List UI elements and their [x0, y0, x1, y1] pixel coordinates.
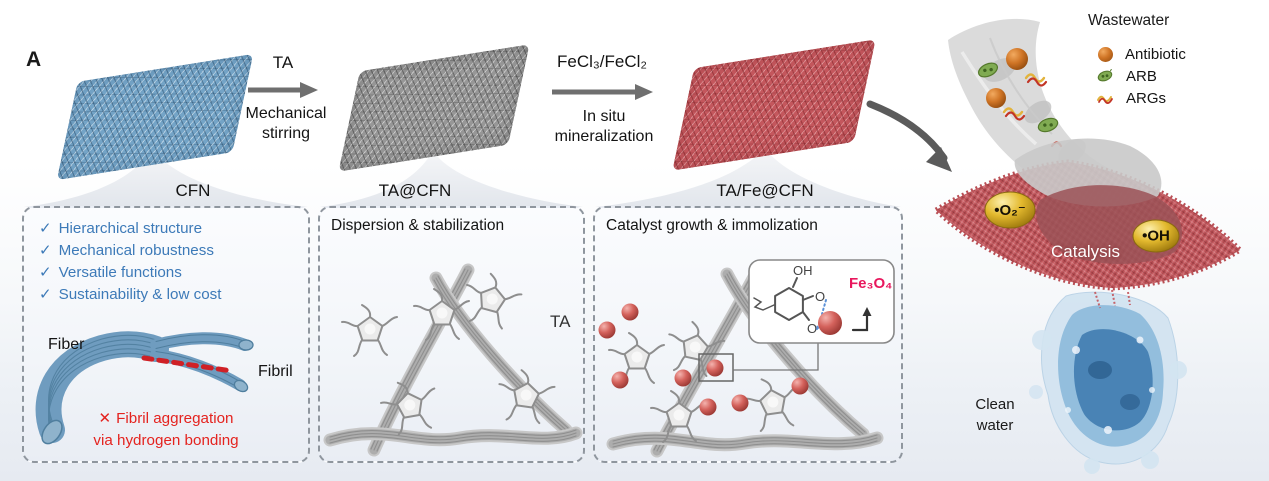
step1-condition: Mechanical stirring: [245, 105, 327, 142]
material-label-cfn: CFN: [175, 181, 211, 200]
antibiotic-sphere: [1006, 48, 1028, 70]
step2-condition: In situ mineralization: [554, 108, 654, 145]
funnel-shapes: [24, 148, 901, 207]
wastewater-title: Wastewater: [1088, 12, 1170, 29]
superoxide-sphere: [984, 191, 1036, 229]
ta-molecule: [498, 369, 556, 425]
step2-reagent: FeCl₃/FeCl₂: [556, 52, 648, 71]
arb-microbe: [1037, 117, 1059, 133]
inset-formula-label: Fe₃O₄: [849, 275, 892, 292]
feature-item: ✓ Versatile functions: [24, 262, 308, 284]
feature-item: ✓ Sustainability & low cost: [24, 284, 308, 306]
zoom-connector-line: [732, 342, 819, 371]
fibril-label: Fibril: [258, 363, 293, 380]
antibiotic-sphere: [986, 88, 1006, 108]
catalyst-box-title: Catalyst growth & immolization: [606, 217, 818, 234]
clean-water-label: Clean water: [975, 396, 1015, 434]
check-icon: ✓: [39, 242, 52, 259]
fiber-fibril-illustration: [35, 331, 254, 445]
fiber-label: Fiber: [48, 336, 85, 353]
clean-water-splash: [1029, 289, 1187, 474]
args-icon: [1097, 95, 1113, 104]
fe3o4-nanoparticles: [598, 303, 809, 416]
arb-icon: [1097, 69, 1113, 82]
ta-molecule: [380, 381, 436, 436]
superoxide-label: •O₂⁻: [994, 202, 1026, 219]
check-icon: ✓: [39, 264, 52, 281]
cfn-properties-box: ✓ Hierarchical structure ✓ Mechanical ro…: [22, 206, 310, 463]
ta-molecule: [466, 272, 523, 330]
hydroxyl-sphere: [1132, 219, 1180, 253]
panel-label: A: [26, 48, 42, 71]
feature-item: ✓ Mechanical robustness: [24, 240, 308, 262]
inset-oh-label: OH: [793, 263, 813, 278]
feature-item: ✓ Hierarchical structure: [24, 218, 308, 240]
zoom-region-box: [698, 353, 734, 382]
curved-arrow: [866, 100, 952, 172]
catalytic-membrane: [931, 138, 1244, 291]
ta-network-illustration: [323, 263, 583, 457]
legend-args: ARGs: [1096, 89, 1166, 107]
check-icon: ✓: [39, 286, 52, 303]
material-label-ta-cfn: TA@CFN: [378, 181, 452, 200]
antibiotic-icon: [1098, 46, 1113, 62]
dispersion-box: Dispersion & stabilization: [318, 206, 585, 463]
catechol-binding-inset: OH O O Fe₃O₄: [748, 259, 895, 344]
ta-molecule: [650, 390, 707, 443]
catalyst-network-illustration: OH O O Fe₃O₄: [598, 259, 895, 458]
inset-o-bottom-label: O: [807, 321, 817, 336]
dispersion-box-title: Dispersion & stabilization: [331, 217, 505, 234]
ta-molecule: [341, 304, 398, 357]
legend-antibiotic: Antibiotic: [1098, 45, 1186, 63]
ta-molecule-label: TA: [550, 312, 571, 331]
hydroxyl-label: •OH: [1142, 227, 1170, 245]
reaction-arrow-1: [248, 82, 318, 98]
hydrogen-bond-dashes: [141, 355, 235, 374]
ta-molecule: [668, 320, 726, 377]
arb-microbe: [977, 62, 999, 78]
step1-reagent: TA: [272, 53, 294, 72]
check-icon: ✓: [39, 220, 52, 237]
material-label-ta-fe-cfn: TA/Fe@CFN: [716, 181, 814, 200]
catalyst-box: Catalyst growth & immolization: [593, 206, 903, 463]
reaction-arrow-2: [552, 84, 653, 100]
catalysis-label: Catalysis: [1051, 242, 1120, 261]
coordination-arrow: [851, 310, 869, 332]
fibril-aggregation-warning: ✕ Fibril aggregation via hydrogen bonding: [93, 410, 239, 449]
legend-arb: ARB: [1096, 67, 1157, 85]
cross-icon: ✕: [98, 410, 112, 427]
inset-o-top-label: O: [815, 289, 825, 304]
ta-molecule: [413, 288, 470, 341]
